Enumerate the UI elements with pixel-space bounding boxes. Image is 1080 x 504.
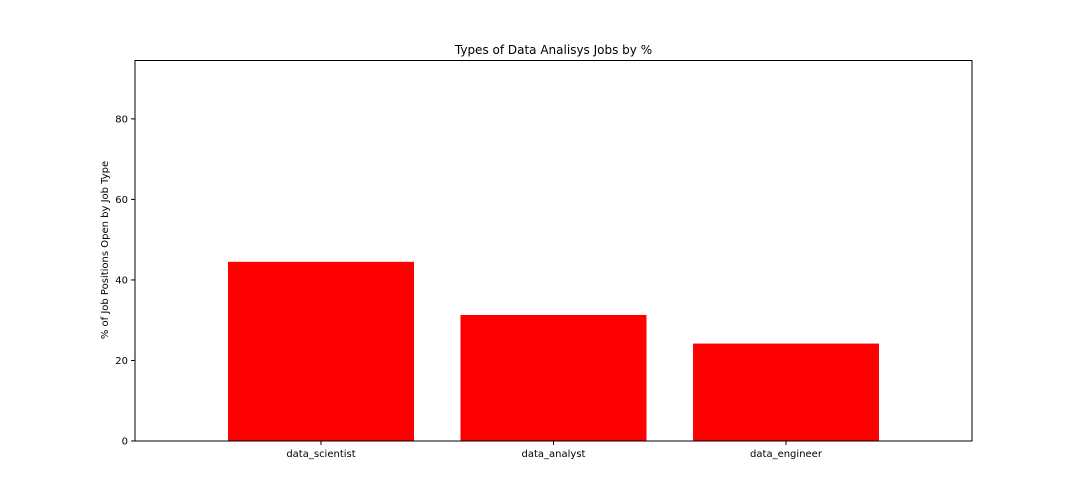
x-axis: data_scientist data_analyst data_engineer xyxy=(286,441,823,460)
bar-data_scientist xyxy=(228,261,414,441)
y-tick-label: 80 xyxy=(115,114,128,125)
y-tick-label: 0 xyxy=(122,437,128,448)
chart-title: Types of Data Analisys Jobs by % xyxy=(454,43,652,57)
x-tick-label: data_analyst xyxy=(522,449,586,460)
x-tick-label: data_scientist xyxy=(286,449,355,460)
bar-data_engineer xyxy=(693,343,879,441)
y-tick-label: 60 xyxy=(115,195,128,206)
y-axis-label: % of Job Positions Open by Job Type xyxy=(100,161,111,339)
bars-layer xyxy=(228,261,879,441)
y-tick-label: 40 xyxy=(115,275,128,286)
plot-frame xyxy=(134,60,973,442)
bar-data_analyst xyxy=(460,314,647,441)
y-axis: 0 20 40 60 80 xyxy=(115,114,135,448)
x-tick-label: data_engineer xyxy=(750,449,823,460)
y-tick-label: 20 xyxy=(115,356,128,367)
